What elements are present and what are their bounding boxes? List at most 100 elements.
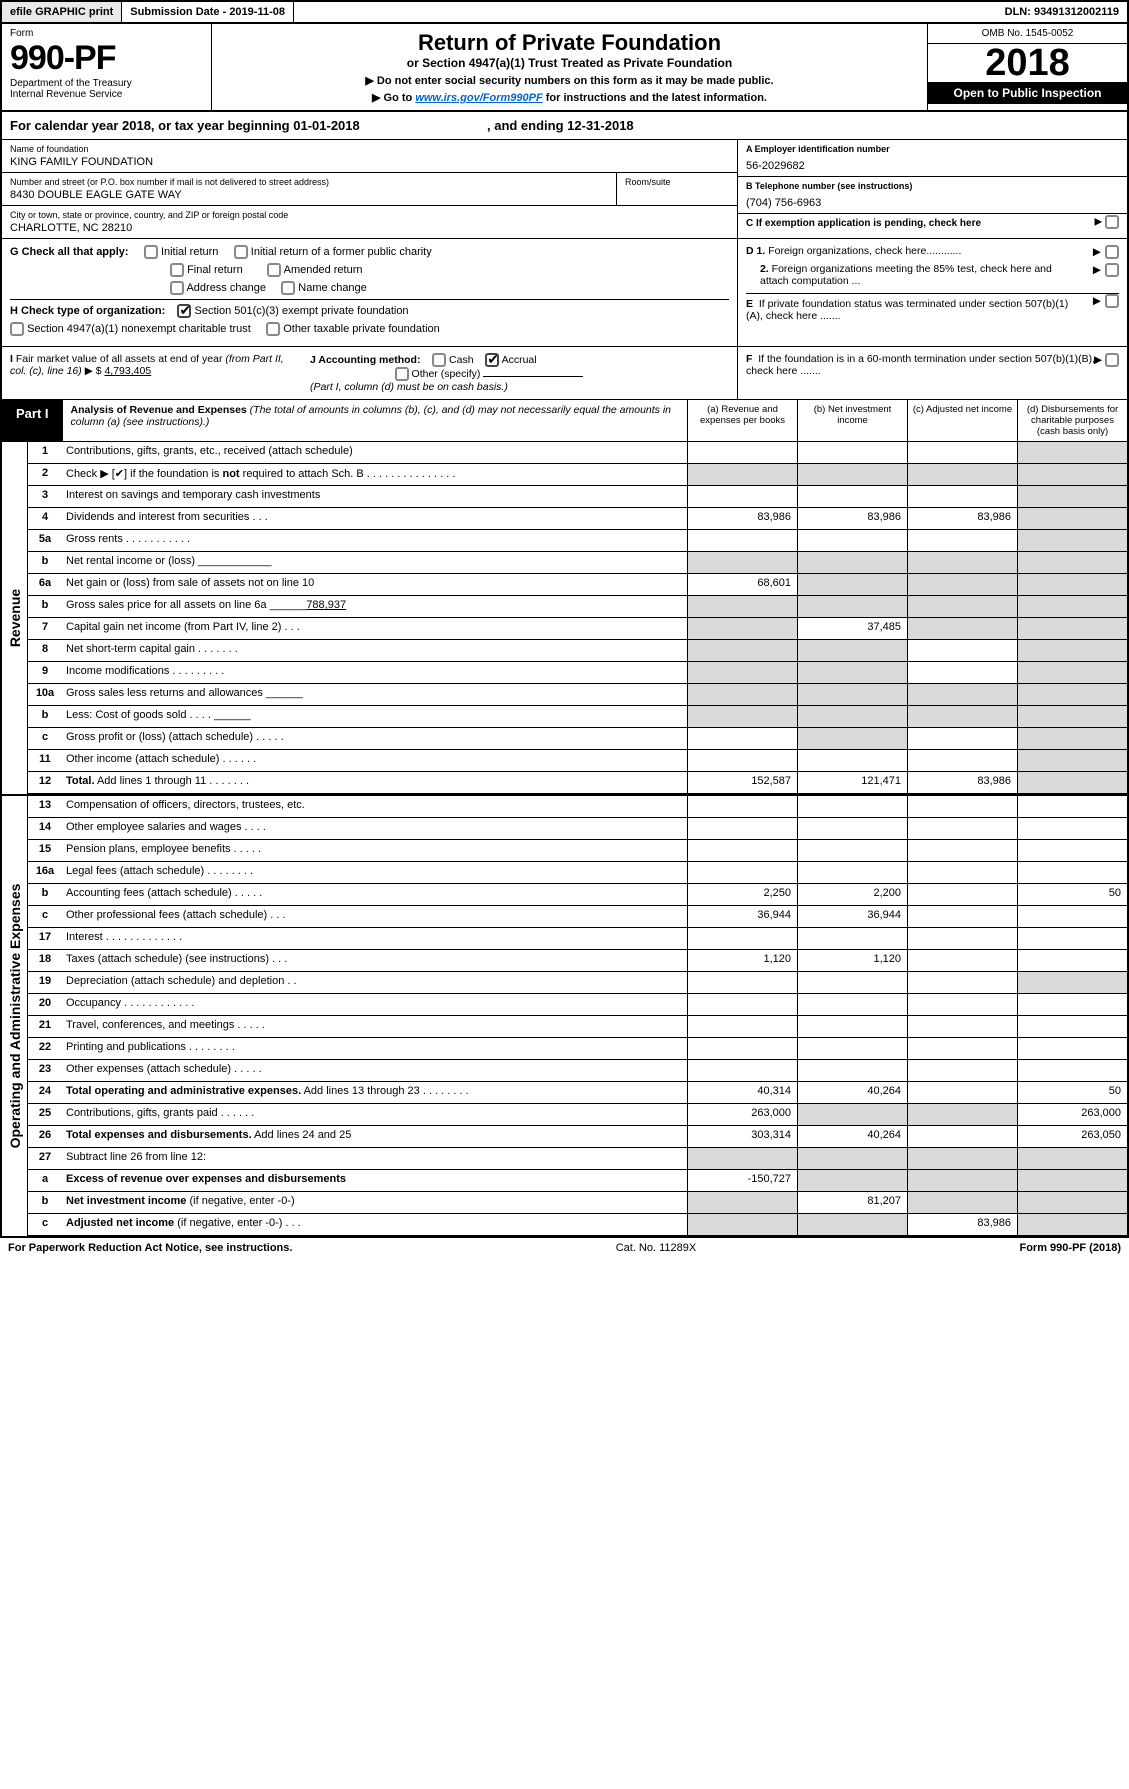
col-b: 83,986	[797, 508, 907, 529]
col-c	[907, 1016, 1017, 1037]
cb-501c3[interactable]	[177, 304, 191, 318]
col-d	[1017, 574, 1127, 595]
line-desc: Compensation of officers, directors, tru…	[62, 796, 687, 817]
line-number: c	[28, 728, 62, 749]
col-a	[687, 1214, 797, 1235]
line-number: 15	[28, 840, 62, 861]
line-desc: Net short-term capital gain . . . . . . …	[62, 640, 687, 661]
table-row: 9Income modifications . . . . . . . . .	[28, 662, 1127, 684]
lbl-namechange: Name change	[298, 282, 367, 294]
cb-f[interactable]	[1105, 353, 1119, 367]
line-desc: Check ▶ [✔] if the foundation is not req…	[62, 464, 687, 485]
line-desc: Gross rents . . . . . . . . . . .	[62, 530, 687, 551]
col-d	[1017, 1016, 1127, 1037]
cb-d1[interactable]	[1105, 245, 1119, 259]
calendar-year-line: For calendar year 2018, or tax year begi…	[2, 112, 1127, 140]
footer-mid: Cat. No. 11289X	[616, 1242, 697, 1254]
line-number: b	[28, 596, 62, 617]
cb-other-taxable[interactable]	[266, 322, 280, 336]
col-b	[797, 862, 907, 883]
col-a	[687, 728, 797, 749]
line-number: b	[28, 552, 62, 573]
cb-d2[interactable]	[1105, 263, 1119, 277]
line-desc: Excess of revenue over expenses and disb…	[62, 1170, 687, 1191]
col-d	[1017, 862, 1127, 883]
submission-date: Submission Date - 2019-11-08	[122, 2, 294, 22]
exemption-checkbox[interactable]	[1105, 215, 1119, 229]
col-c: 83,986	[907, 772, 1017, 793]
line-number: 2	[28, 464, 62, 485]
col-c	[907, 750, 1017, 771]
form-subtitle: or Section 4947(a)(1) Trust Treated as P…	[222, 56, 917, 70]
col-d: 50	[1017, 1082, 1127, 1103]
table-row: 10aGross sales less returns and allowanc…	[28, 684, 1127, 706]
col-d	[1017, 772, 1127, 793]
col-b: 121,471	[797, 772, 907, 793]
line-desc: Interest . . . . . . . . . . . . .	[62, 928, 687, 949]
col-b	[797, 662, 907, 683]
line-desc: Legal fees (attach schedule) . . . . . .…	[62, 862, 687, 883]
h-label: H Check type of organization:	[10, 305, 165, 317]
table-row: 15Pension plans, employee benefits . . .…	[28, 840, 1127, 862]
cal-end: 12-31-2018	[567, 118, 634, 133]
col-b: 1,120	[797, 950, 907, 971]
col-b	[797, 1016, 907, 1037]
table-row: 13Compensation of officers, directors, t…	[28, 796, 1127, 818]
d1-item: D 1. D 1. Foreign organizations, check h…	[746, 245, 1119, 257]
col-c	[907, 840, 1017, 861]
cb-initial[interactable]	[144, 245, 158, 259]
col-c: 83,986	[907, 1214, 1017, 1235]
col-c	[907, 442, 1017, 463]
cb-final[interactable]	[170, 263, 184, 277]
line-desc: Other professional fees (attach schedule…	[62, 906, 687, 927]
cb-e[interactable]	[1105, 294, 1119, 308]
col-a	[687, 796, 797, 817]
col-d	[1017, 928, 1127, 949]
table-row: 17Interest . . . . . . . . . . . . .	[28, 928, 1127, 950]
col-c	[907, 994, 1017, 1015]
col-d	[1017, 442, 1127, 463]
col-a	[687, 486, 797, 507]
col-c	[907, 818, 1017, 839]
f-section: F If the foundation is in a 60-month ter…	[737, 347, 1127, 399]
table-row: 19Depreciation (attach schedule) and dep…	[28, 972, 1127, 994]
cb-accrual[interactable]	[485, 353, 499, 367]
revenue-side-label: Revenue	[2, 442, 28, 794]
col-b	[797, 706, 907, 727]
form990pf-link[interactable]: www.irs.gov/Form990PF	[415, 92, 542, 104]
cb-initial-former[interactable]	[234, 245, 248, 259]
col-a: 68,601	[687, 574, 797, 595]
col-d	[1017, 684, 1127, 705]
cb-namechange[interactable]	[281, 281, 295, 295]
col-b: 2,200	[797, 884, 907, 905]
footer-right: Form 990-PF (2018)	[1019, 1242, 1121, 1254]
col-b	[797, 928, 907, 949]
ein-label: A Employer identification number	[746, 144, 1119, 154]
col-c	[907, 1104, 1017, 1125]
col-c	[907, 1038, 1017, 1059]
expenses-side-label: Operating and Administrative Expenses	[2, 796, 28, 1236]
note2-pre: ▶ Go to	[372, 92, 415, 104]
line-desc: Subtract line 26 from line 12:	[62, 1148, 687, 1169]
line-number: 26	[28, 1126, 62, 1147]
g-h-section: G Check all that apply: Initial return I…	[2, 239, 1127, 347]
line-desc: Printing and publications . . . . . . . …	[62, 1038, 687, 1059]
col-a	[687, 750, 797, 771]
col-c-head: (c) Adjusted net income	[907, 400, 1017, 441]
line-number: 23	[28, 1060, 62, 1081]
cb-cash[interactable]	[432, 353, 446, 367]
form-word: Form	[10, 28, 203, 39]
efile-print-button[interactable]: efile GRAPHIC print	[2, 2, 122, 22]
line-desc: Occupancy . . . . . . . . . . . .	[62, 994, 687, 1015]
line-number: b	[28, 1192, 62, 1213]
col-a	[687, 618, 797, 639]
cb-other-method[interactable]	[395, 367, 409, 381]
col-a	[687, 1016, 797, 1037]
col-d	[1017, 1148, 1127, 1169]
cb-address[interactable]	[170, 281, 184, 295]
line-desc: Total operating and administrative expen…	[62, 1082, 687, 1103]
line-desc: Other expenses (attach schedule) . . . .…	[62, 1060, 687, 1081]
table-row: bLess: Cost of goods sold . . . . ______	[28, 706, 1127, 728]
cb-4947[interactable]	[10, 322, 24, 336]
cb-amended[interactable]	[267, 263, 281, 277]
